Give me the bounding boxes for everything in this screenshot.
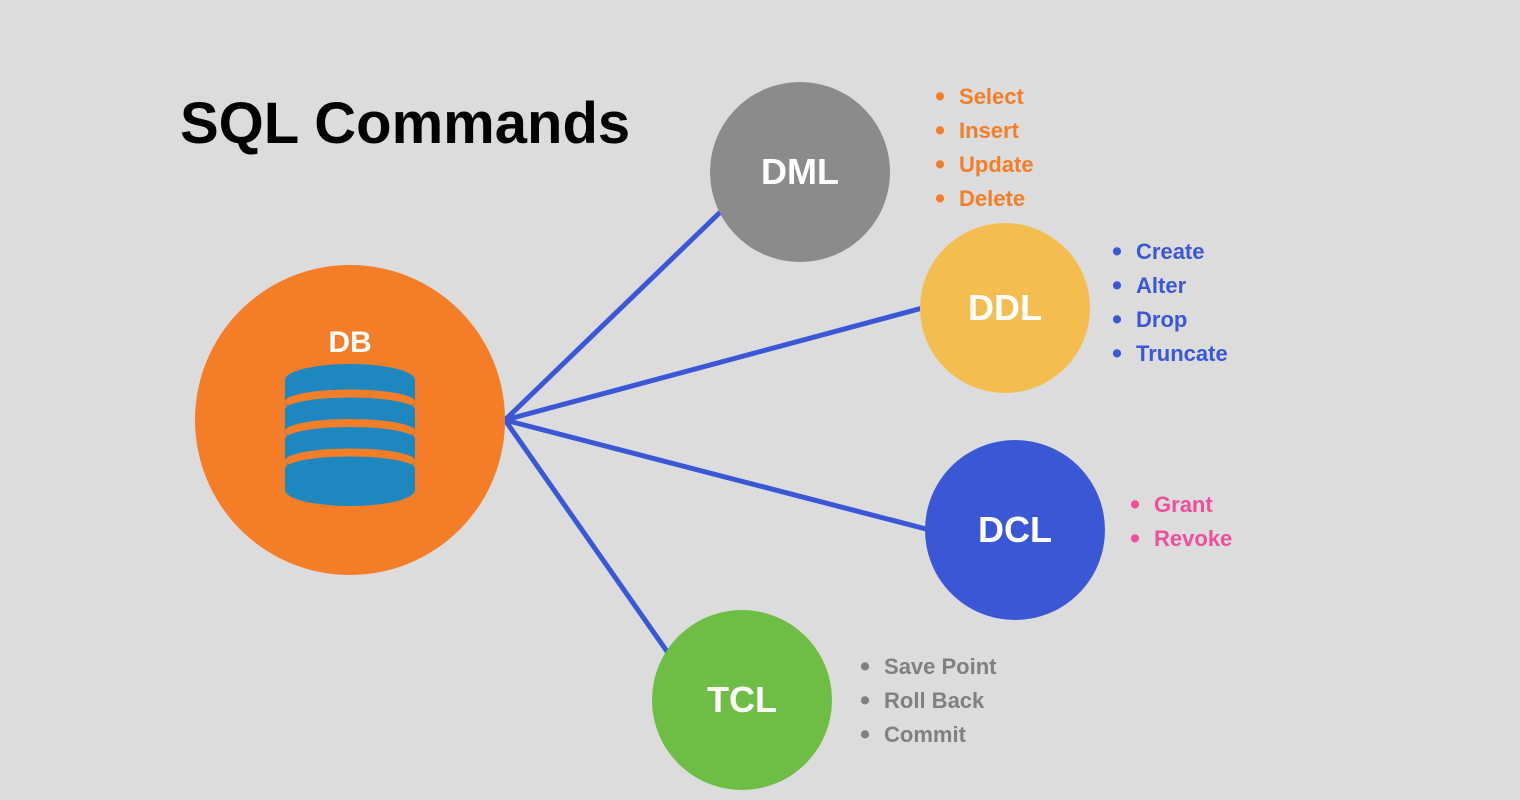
tcl-commands-list: Save PointRoll BackCommit bbox=[860, 650, 997, 752]
ddl-command-item: Truncate bbox=[1112, 337, 1228, 371]
dml-command-item: Delete bbox=[935, 182, 1034, 216]
dml-command-item: Insert bbox=[935, 114, 1034, 148]
database-icon: DB bbox=[285, 326, 415, 514]
ddl-command-item: Create bbox=[1112, 235, 1228, 269]
dml-node: DML bbox=[710, 82, 890, 262]
ddl-node: DDL bbox=[920, 223, 1090, 393]
dml-command-item: Select bbox=[935, 80, 1034, 114]
ddl-command-item: Alter bbox=[1112, 269, 1228, 303]
db-label: DB bbox=[328, 326, 371, 360]
tcl-command-item: Commit bbox=[860, 718, 997, 752]
ddl-command-item: Drop bbox=[1112, 303, 1228, 337]
tcl-command-item: Roll Back bbox=[860, 684, 997, 718]
dcl-command-item: Revoke bbox=[1130, 522, 1232, 556]
database-cylinder-icon bbox=[285, 364, 415, 514]
dcl-node: DCL bbox=[925, 440, 1105, 620]
dcl-commands-list: GrantRevoke bbox=[1130, 488, 1232, 556]
dcl-command-item: Grant bbox=[1130, 488, 1232, 522]
dml-command-item: Update bbox=[935, 148, 1034, 182]
tcl-command-item: Save Point bbox=[860, 650, 997, 684]
page-title: SQL Commands bbox=[180, 90, 630, 157]
ddl-commands-list: CreateAlterDropTruncate bbox=[1112, 235, 1228, 371]
tcl-node: TCL bbox=[652, 610, 832, 790]
db-node: DB bbox=[195, 265, 505, 575]
dml-commands-list: SelectInsertUpdateDelete bbox=[935, 80, 1034, 216]
